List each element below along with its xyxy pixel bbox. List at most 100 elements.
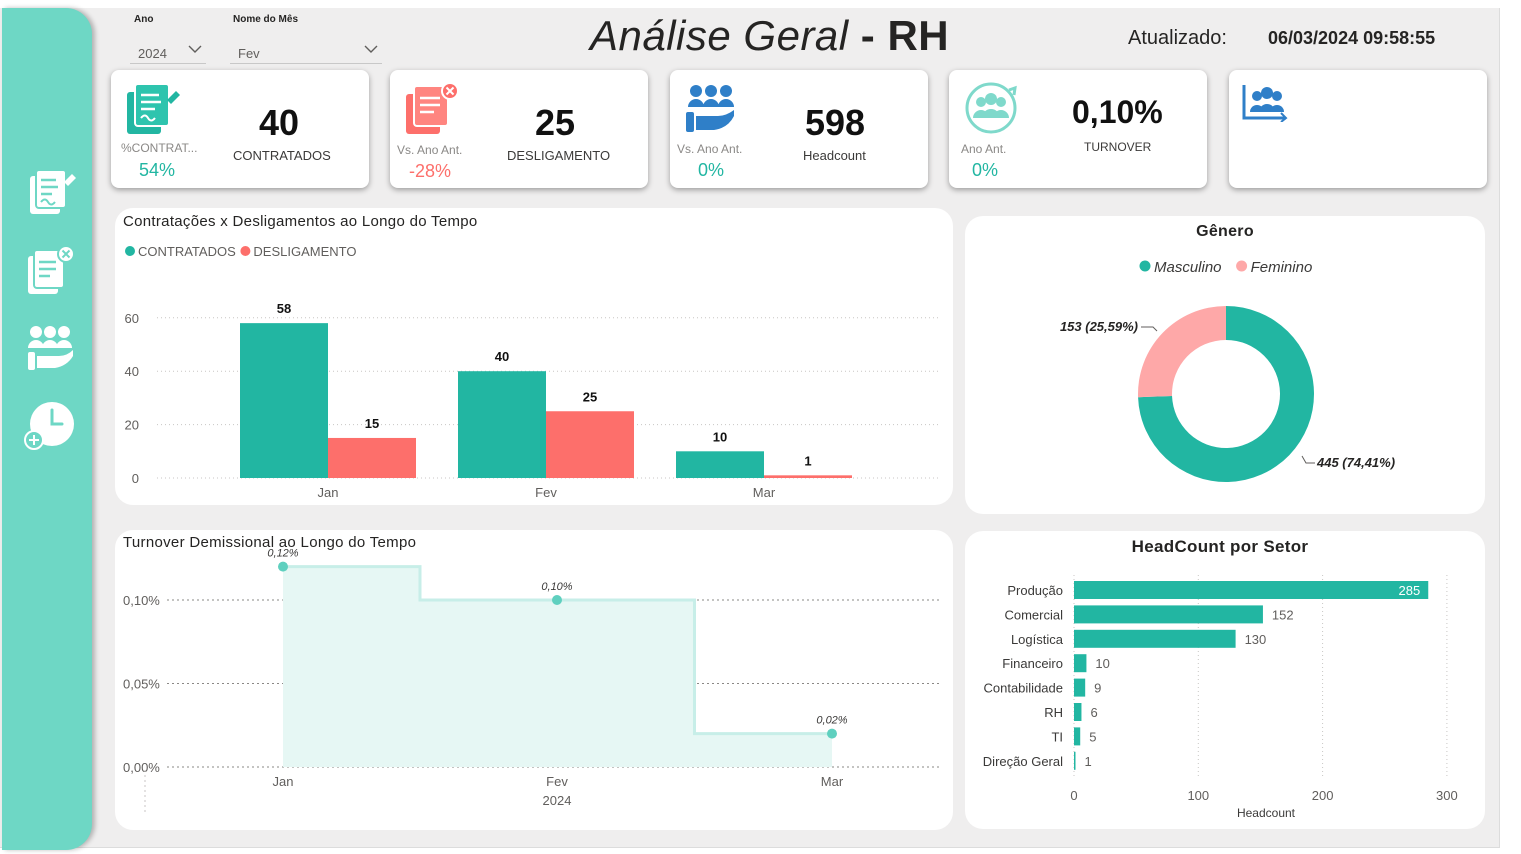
- category-label: Contabilidade: [983, 681, 1063, 696]
- hires-vs-terminations-panel: Contratações x Desligamentos ao Longo do…: [115, 208, 953, 505]
- bar: [458, 371, 546, 478]
- x-tick-label: Jan: [318, 485, 339, 500]
- area-fill: [283, 566, 832, 767]
- kpi-card-turnover[interactable]: 0,10% TURNOVER Ano Ant. 0%: [949, 70, 1207, 188]
- hires-chart-title: Contratações x Desligamentos ao Longo do…: [123, 213, 478, 230]
- kpi-headcount-pct: 0%: [698, 160, 725, 180]
- bar: [1074, 654, 1087, 673]
- kpi-turnover-label: TURNOVER: [1084, 140, 1152, 154]
- dismissal-icon: [406, 82, 459, 134]
- title-text: Análise Geral: [590, 12, 849, 59]
- bar-data-label: 10: [1095, 656, 1109, 671]
- kpi-contratados-label: CONTRATADOS: [233, 148, 331, 163]
- x-tick-label: 0: [1070, 788, 1077, 803]
- headcount-sector-chart[interactable]: 0 100 200 300 Headcount Produção 285 Comercial 1…: [965, 531, 1485, 829]
- gender-donut-chart[interactable]: Masculino Feminino 445 (74,41%) 153 (25,59%…: [965, 216, 1485, 514]
- y-tick-label: 0: [132, 471, 139, 486]
- bar: [1074, 751, 1076, 770]
- kpi-contratados-pct: 54%: [139, 160, 176, 180]
- x-tick-label: 200: [1312, 788, 1334, 803]
- kpi-desligamento-value: 25: [535, 102, 576, 143]
- kpi-card-headcount[interactable]: 598 Headcount Vs. Ano Ant. 0%: [670, 70, 928, 188]
- kpi-card-contratados[interactable]: 40 CONTRATADOS %CONTRAT... 54%: [111, 70, 369, 188]
- bar: [1074, 703, 1082, 721]
- chevron-down-icon: [364, 45, 378, 53]
- bar: [1074, 678, 1086, 697]
- bar: [240, 323, 328, 478]
- legend-marker: [1236, 260, 1248, 272]
- year-filter-value: 2024: [138, 46, 167, 61]
- contract-icon[interactable]: [24, 166, 76, 218]
- people-icon: [686, 85, 734, 132]
- bar: [676, 451, 764, 478]
- kpi-card-extra[interactable]: [1229, 70, 1487, 188]
- bar-data-label: 1: [804, 453, 811, 468]
- headcount-sector-panel: HeadCount por Setor 0 100 200 300 Headcount P…: [965, 531, 1485, 829]
- bar-data-label: 1: [1085, 754, 1092, 769]
- people-icon[interactable]: [24, 322, 76, 374]
- slice-data-label: 153 (25,59%): [1060, 319, 1138, 334]
- slice-leader-line: [1301, 455, 1315, 464]
- x-tick-label: Fev: [546, 774, 568, 789]
- bar-data-label: 25: [583, 389, 597, 404]
- bar: [328, 437, 416, 478]
- x-tick-label: Jan: [273, 774, 294, 789]
- legend-marker: [125, 246, 135, 256]
- people-chart-icon: [1242, 85, 1288, 122]
- clock-add-icon[interactable]: [24, 400, 76, 452]
- gender-panel: Gênero Masculino Feminino 445 (74,41%) 153 …: [965, 216, 1485, 514]
- category-label: Direção Geral: [983, 754, 1063, 769]
- sidebar: [2, 8, 92, 850]
- kpi-headcount-label: Headcount: [803, 148, 866, 163]
- y-tick-label: 40: [125, 364, 139, 379]
- bar: [1074, 629, 1236, 648]
- x-tick-label: 100: [1187, 788, 1209, 803]
- donut-slice: [1138, 306, 1226, 398]
- bar-data-label: 285: [1399, 583, 1421, 598]
- people-cycle-icon: [965, 82, 1017, 134]
- kpi-headcount-sub: Vs. Ano Ant.: [677, 142, 743, 156]
- x-tick-label: Mar: [753, 485, 776, 500]
- legend-marker: [240, 246, 251, 256]
- y-tick-label: 0,10%: [123, 593, 160, 608]
- donut-slice: [1138, 306, 1314, 482]
- month-filter-select[interactable]: Fev: [230, 40, 382, 64]
- category-label: Financeiro: [1002, 656, 1063, 671]
- kpi-contratados-sub: %CONTRAT...: [121, 141, 198, 155]
- bar-data-label: 5: [1089, 729, 1096, 744]
- legend-marker: [1139, 260, 1151, 272]
- turnover-chart[interactable]: 0,00% 0,05% 0,10% 0,12% Jan 0,10% Fev 0,02% Mar 2…: [115, 530, 953, 830]
- bar-data-label: 6: [1090, 705, 1097, 720]
- month-filter-label: Nome do Mês: [233, 14, 299, 25]
- turnover-panel: Turnover Demissional ao Longo do Tempo 0…: [115, 530, 953, 830]
- sector-chart-title: HeadCount por Setor: [1131, 537, 1309, 556]
- category-label: TI: [1051, 729, 1063, 744]
- title-rh: RH: [887, 12, 950, 59]
- kpi-headcount-value: 598: [805, 102, 866, 143]
- bar-data-label: 58: [277, 301, 291, 316]
- bar-data-label: 130: [1245, 632, 1267, 647]
- page-title: Análise Geral - RH: [590, 12, 949, 60]
- slice-leader-line: [1141, 326, 1158, 332]
- y-tick-label: 0,05%: [123, 677, 160, 692]
- contract-icon: [127, 83, 180, 134]
- turnover-chart-title: Turnover Demissional ao Longo do Tempo: [123, 534, 417, 551]
- kpi-desligamento-pct: -28%: [409, 161, 452, 181]
- bar-data-label: 10: [713, 429, 727, 444]
- y-tick-label: 60: [125, 311, 139, 326]
- dismissal-icon[interactable]: [24, 244, 76, 296]
- y-tick-label: 20: [125, 418, 139, 433]
- kpi-desligamento-label: DESLIGAMENTO: [507, 148, 611, 163]
- hires-vs-terminations-chart[interactable]: 0 20 40 60 CONTRATADOS DESLIGAMENTO 58 15 Jan 40 2…: [115, 208, 953, 505]
- kpi-card-desligamento[interactable]: 25 DESLIGAMENTO Vs. Ano Ant. -28%: [390, 70, 648, 188]
- year-filter-select[interactable]: 2024: [130, 40, 206, 64]
- updated-timestamp: 06/03/2024 09:58:55: [1268, 28, 1436, 48]
- legend-label: DESLIGAMENTO: [253, 244, 356, 259]
- data-label: 0,02%: [816, 715, 847, 727]
- month-filter-value: Fev: [238, 46, 260, 61]
- legend-label: Masculino: [1154, 259, 1222, 276]
- x-tick-label: 300: [1436, 788, 1458, 803]
- data-point: [552, 595, 562, 605]
- title-separator: -: [848, 12, 888, 59]
